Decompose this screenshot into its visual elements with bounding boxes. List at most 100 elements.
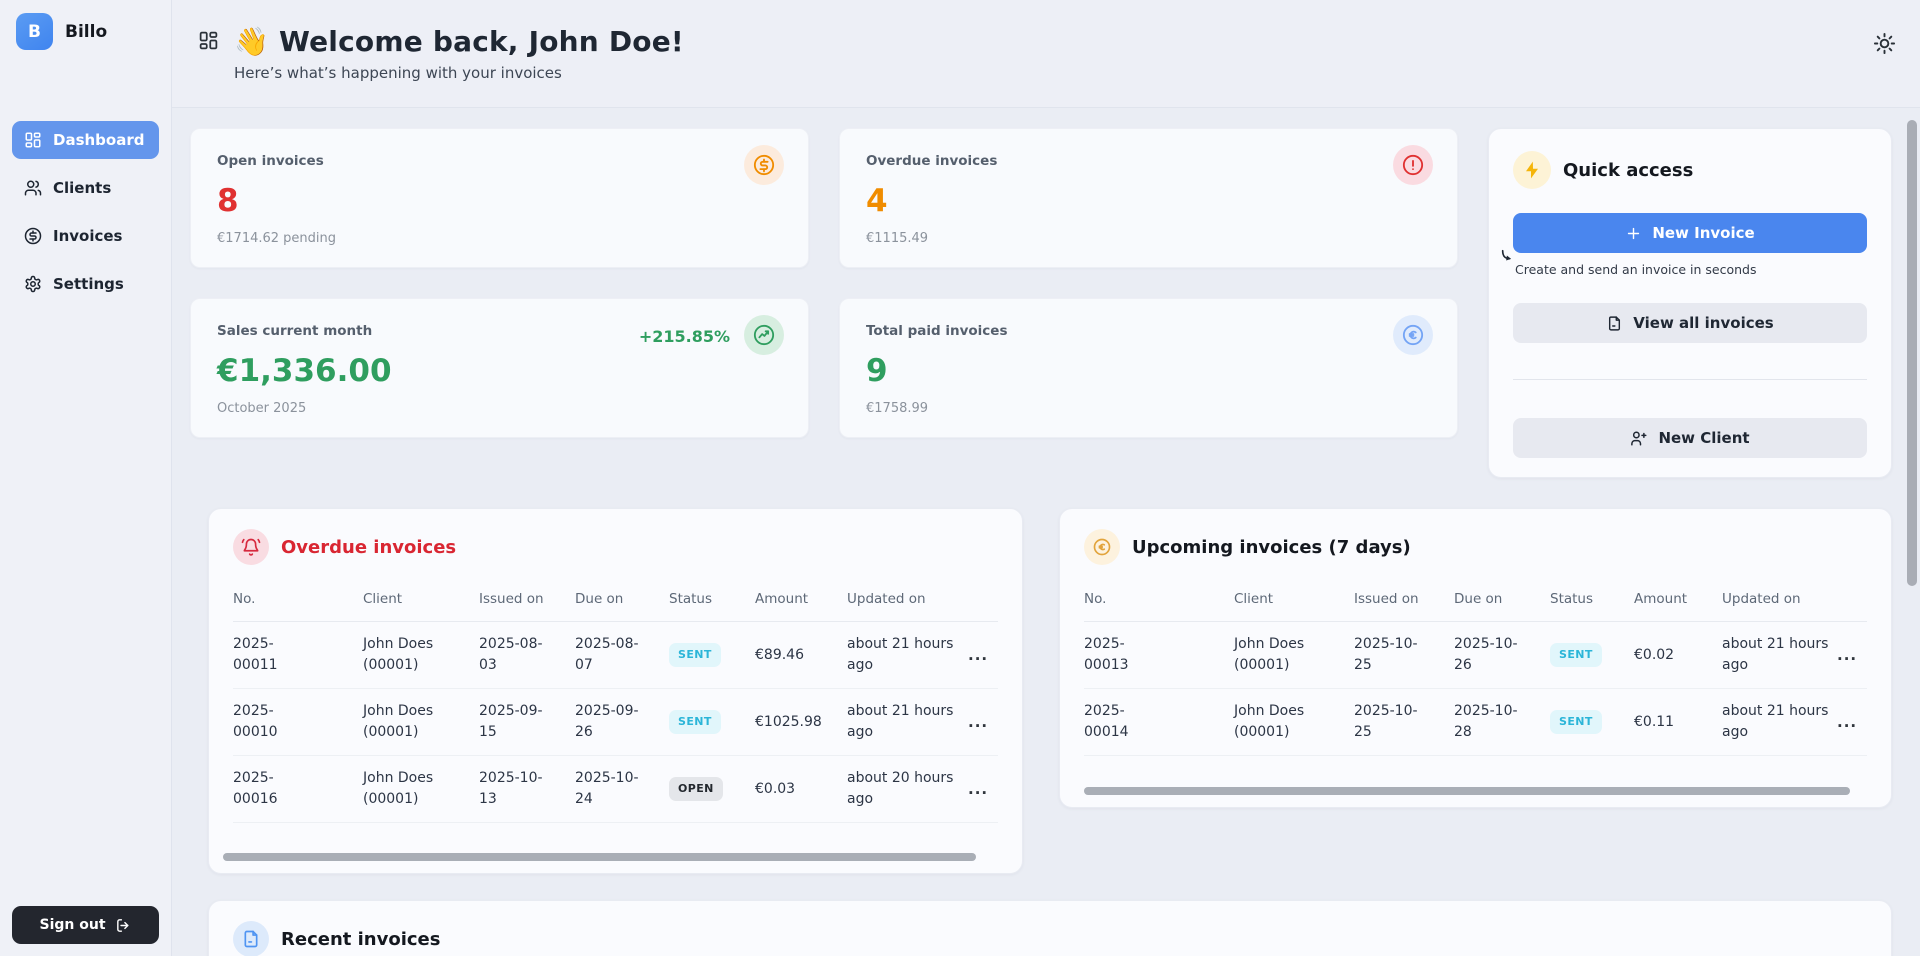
overdue-invoices-panel: Overdue invoices No. Client Issued on Due o… [208,508,1023,874]
column-header: No. [233,591,256,607]
new-invoice-label: New Invoice [1652,224,1755,242]
file-text-icon [233,921,269,956]
sidebar-item-label: Clients [53,179,112,197]
cell-no: 2025-00011 [233,636,278,673]
signout-area: Sign out [0,894,171,956]
cell-updated: about 21 hours ago [1722,703,1829,740]
wave-emoji: 👋 [234,25,270,58]
stat-value: 8 [217,183,239,219]
row-actions-button[interactable]: ... [968,780,989,798]
row-actions-button[interactable]: ... [1837,713,1858,731]
stat-card-overdue-invoices: Overdue invoices 4 €1115.49 [839,128,1458,268]
vertical-scrollbar[interactable] [1907,120,1917,586]
trending-up-icon [744,315,784,355]
cell-due: 2025-10-28 [1454,703,1518,740]
gear-icon [24,275,42,293]
cursor-arrow-icon [1499,248,1521,270]
plus-icon [1625,225,1642,242]
column-header: Client [1234,591,1274,607]
sidebar-item-label: Invoices [53,227,123,245]
cell-status: SENT [1550,642,1634,668]
cell-no: 2025-00013 [1084,636,1129,673]
status-badge: SENT [669,709,721,735]
dollar-coin-icon [744,145,784,185]
stat-sub: October 2025 [217,401,307,416]
stat-card-open-invoices: Open invoices 8 €1714.62 pending [190,128,809,268]
status-badge: SENT [669,642,721,668]
stats-grid: Open invoices 8 €1714.62 pending Overdue… [190,128,1458,438]
stat-value: 9 [866,353,888,389]
divider [1513,379,1867,380]
column-header: Status [669,591,713,607]
column-header: Amount [1634,591,1688,607]
cell-status: OPEN [669,776,755,802]
cell-issued: 2025-09-15 [479,703,543,740]
recent-header: Recent invoices [233,921,1867,956]
cell-amount: €89.46 [755,646,804,663]
table-row: 2025-00011 John Does (00001) 2025-08-03 202… [233,622,998,689]
layout-dashboard-icon [24,131,42,149]
sidebar-item-invoices[interactable]: Invoices [12,217,159,255]
new-invoice-button[interactable]: New Invoice [1513,213,1867,253]
view-all-invoices-label: View all invoices [1633,314,1774,332]
lightning-icon [1513,151,1551,189]
circle-dollar-icon [24,227,42,245]
view-all-invoices-button[interactable]: View all invoices [1513,303,1867,343]
table-row: 2025-00010 John Does (00001) 2025-09-15 202… [233,689,998,756]
quick-access-header: Quick access [1513,151,1867,189]
sidebar-item-label: Dashboard [53,131,145,149]
quick-access-title: Quick access [1563,159,1694,181]
upcoming-invoices-table: No. Client Issued on Due on Status Amount Upda… [1084,581,1867,756]
sidebar-item-settings[interactable]: Settings [12,265,159,303]
row-actions-button[interactable]: ... [968,713,989,731]
main-content: 👋 Welcome back, John Doe! Here’s what’s … [172,0,1920,956]
table-row: 2025-00014 John Does (00001) 2025-10-25 202… [1084,689,1867,756]
stat-label: Sales current month [217,323,373,339]
column-header: Issued on [479,591,544,607]
cell-no: 2025-00014 [1084,703,1129,740]
cell-client: John Does (00001) [363,636,434,673]
cell-client: John Does (00001) [1234,703,1305,740]
stat-sub: €1714.62 pending [217,231,337,246]
sign-out-button[interactable]: Sign out [12,906,159,944]
cell-due: 2025-10-26 [1454,636,1518,673]
file-text-icon [1606,315,1623,332]
theme-toggle-button[interactable] [1873,32,1896,55]
stat-sub: €1115.49 [866,231,929,246]
cell-issued: 2025-10-25 [1354,636,1418,673]
stat-label: Open invoices [217,153,324,169]
row-actions-button[interactable]: ... [968,646,989,664]
sidebar-item-dashboard[interactable]: Dashboard [12,121,159,159]
row-actions-button[interactable]: ... [1837,646,1858,664]
page-header: 👋 Welcome back, John Doe! Here’s what’s … [172,0,1920,108]
layout-dashboard-icon [198,30,219,51]
cell-client: John Does (00001) [363,703,434,740]
table-row: 2025-00016 John Does (00001) 2025-10-13 202… [233,756,998,823]
cell-status: SENT [669,642,755,668]
column-header: Client [363,591,403,607]
cell-updated: about 21 hours ago [847,703,954,740]
status-badge: SENT [1550,642,1602,668]
cell-no: 2025-00016 [233,770,278,807]
column-header: Status [1550,591,1594,607]
sun-icon [1873,32,1896,55]
horizontal-scrollbar[interactable] [223,853,976,861]
stat-value: 4 [866,183,888,219]
column-header: Due on [1454,591,1503,607]
upcoming-title: Upcoming invoices (7 days) [1132,536,1411,558]
cell-client: John Does (00001) [363,770,434,807]
cell-amount: €0.03 [755,780,796,797]
sidebar-nav: Dashboard Clients Invoices Settings [0,121,171,303]
sidebar-item-clients[interactable]: Clients [12,169,159,207]
sales-delta-badge: +215.85% [638,327,730,346]
horizontal-scrollbar[interactable] [1084,787,1850,795]
stat-label: Total paid invoices [866,323,1008,339]
cell-amount: €0.11 [1634,713,1675,730]
brand: B Billo [0,0,171,63]
users-icon [24,179,42,197]
cell-updated: about 21 hours ago [1722,636,1829,673]
bell-icon [233,529,269,565]
new-client-button[interactable]: New Client [1513,418,1867,458]
cell-issued: 2025-08-03 [479,636,543,673]
table-header-row: No. Client Issued on Due on Status Amount Upda… [1084,581,1867,622]
